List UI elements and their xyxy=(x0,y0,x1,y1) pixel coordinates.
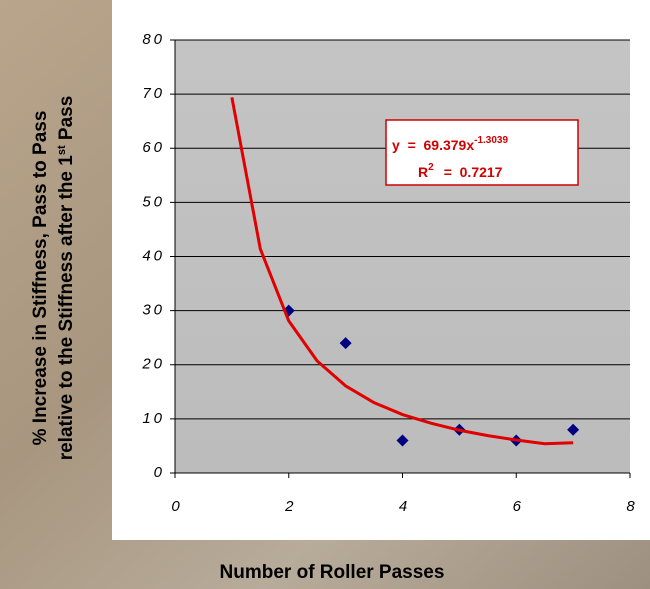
y-tick-label: 60 xyxy=(142,139,165,156)
x-axis-title: Number of Roller Passes xyxy=(220,562,445,583)
x-tick-label: 4 xyxy=(399,498,410,515)
y-tick-label: 80 xyxy=(142,31,165,48)
equation-text: y = 69.379x xyxy=(392,137,474,153)
equation-exponent: -1.3039 xyxy=(474,135,508,146)
y-tick-label: 20 xyxy=(141,356,165,373)
y-axis-title-part: relative to the Stiffness after the 1 xyxy=(56,155,77,461)
r-text: R xyxy=(418,164,428,180)
y-tick-label: 50 xyxy=(142,193,165,210)
y-tick-label: 0 xyxy=(154,464,165,481)
y-tick-label: 30 xyxy=(142,302,165,319)
x-tick-label: 6 xyxy=(513,498,524,515)
y-tick-label: 40 xyxy=(142,247,165,264)
y-tick-label: 10 xyxy=(142,410,165,427)
chart: y = 69.379x-1.3039 R2= 0.7217 Number of … xyxy=(0,0,650,589)
x-tick-label: 0 xyxy=(171,498,182,515)
x-tick-label: 2 xyxy=(284,498,296,515)
r-exponent: 2 xyxy=(428,162,434,173)
x-tick-label: 8 xyxy=(626,498,637,515)
y-axis-title-line1: % Increase in Stiffness, Pass to Pass xyxy=(30,111,51,446)
y-tick-label: 70 xyxy=(142,85,165,102)
y-axis-title-sup: st xyxy=(56,145,68,155)
r-value: = 0.7217 xyxy=(444,164,503,180)
y-axis-title-part: Pass xyxy=(56,96,77,146)
